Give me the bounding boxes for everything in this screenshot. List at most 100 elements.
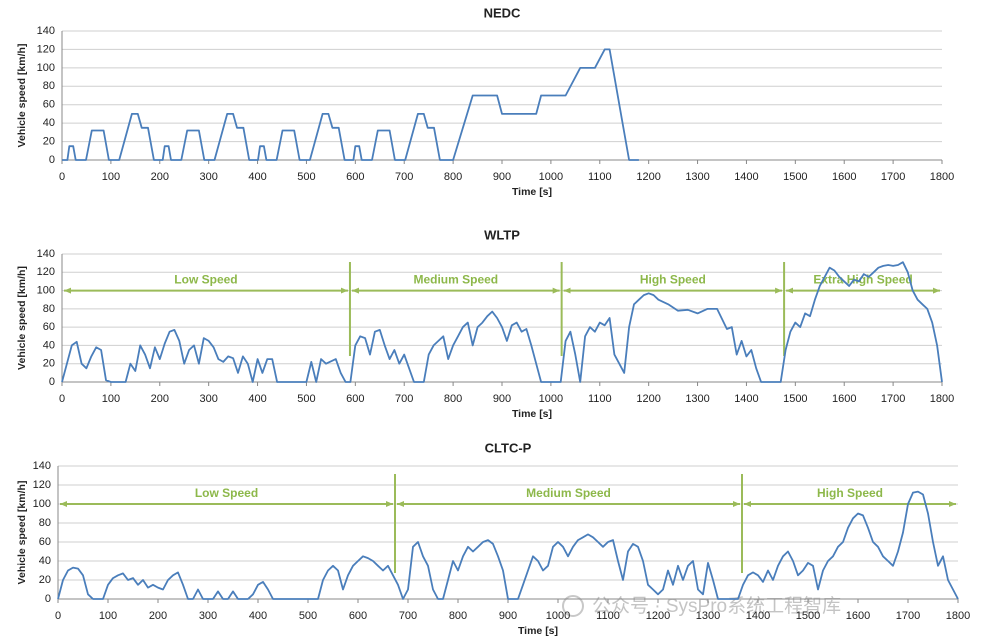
- x-tick-label: 700: [395, 171, 413, 183]
- y-axis-label: Vehicle speed [km/h]: [16, 266, 28, 370]
- x-tick-label: 1800: [946, 610, 970, 622]
- x-tick-label: 800: [444, 393, 462, 405]
- x-tick-label: 500: [297, 393, 315, 405]
- x-tick-label: 900: [499, 610, 517, 622]
- y-tick-label: 80: [43, 303, 55, 315]
- x-tick-label: 1500: [783, 171, 807, 183]
- phase-label: Medium Speed: [413, 273, 498, 287]
- y-tick-label: 40: [39, 555, 51, 567]
- x-tick-label: 1000: [539, 393, 563, 405]
- y-axis-label: Vehicle speed [km/h]: [16, 44, 28, 148]
- x-tick-label: 100: [102, 171, 120, 183]
- x-tick-label: 1300: [685, 393, 709, 405]
- chart-title: WLTP: [484, 227, 520, 242]
- x-tick-label: 300: [199, 393, 217, 405]
- x-tick-label: 900: [493, 393, 511, 405]
- y-tick-label: 60: [43, 321, 55, 333]
- y-tick-label: 140: [33, 460, 51, 472]
- x-tick-label: 1800: [930, 171, 954, 183]
- x-tick-label: 1700: [881, 393, 905, 405]
- phase-label: High Speed: [640, 273, 706, 287]
- phase-label: Low Speed: [195, 486, 258, 500]
- y-tick-label: 40: [43, 339, 55, 351]
- x-tick-label: 0: [59, 171, 65, 183]
- x-tick-label: 1500: [783, 393, 807, 405]
- x-tick-label: 800: [444, 171, 462, 183]
- x-tick-label: 500: [297, 171, 315, 183]
- y-tick-label: 140: [37, 25, 55, 37]
- x-tick-label: 0: [59, 393, 65, 405]
- x-tick-label: 300: [199, 610, 217, 622]
- x-tick-label: 900: [493, 171, 511, 183]
- x-tick-label: 1300: [685, 171, 709, 183]
- y-axis-label: Vehicle speed [km/h]: [16, 481, 28, 585]
- x-tick-label: 700: [395, 393, 413, 405]
- y-tick-label: 120: [33, 479, 51, 491]
- y-tick-label: 120: [37, 266, 55, 278]
- y-tick-label: 100: [37, 284, 55, 296]
- x-tick-label: 400: [248, 171, 266, 183]
- y-tick-label: 0: [45, 593, 51, 605]
- watermark: 公众号 · SysPro系统工程智库: [592, 595, 841, 617]
- x-tick-label: 1000: [539, 171, 563, 183]
- x-tick-label: 1600: [832, 171, 856, 183]
- phase-label: Medium Speed: [526, 486, 611, 500]
- x-tick-label: 500: [299, 610, 317, 622]
- x-tick-label: 1700: [896, 610, 920, 622]
- phase-label: Low Speed: [174, 273, 237, 287]
- y-tick-label: 40: [43, 117, 55, 129]
- x-tick-label: 200: [149, 610, 167, 622]
- y-tick-label: 80: [39, 517, 51, 529]
- x-tick-label: 1100: [588, 393, 612, 405]
- x-tick-label: 600: [346, 171, 364, 183]
- y-tick-label: 60: [39, 536, 51, 548]
- y-tick-label: 100: [37, 62, 55, 74]
- x-tick-label: 1000: [546, 610, 570, 622]
- y-tick-label: 60: [43, 99, 55, 111]
- x-tick-label: 300: [199, 171, 217, 183]
- y-tick-label: 80: [43, 80, 55, 92]
- x-tick-label: 1200: [646, 610, 670, 622]
- x-tick-label: 200: [151, 393, 169, 405]
- x-tick-label: 1200: [636, 393, 660, 405]
- y-tick-label: 0: [49, 376, 55, 388]
- y-tick-label: 20: [39, 574, 51, 586]
- y-tick-label: 20: [43, 135, 55, 147]
- x-tick-label: 1100: [596, 610, 620, 622]
- x-tick-label: 0: [55, 610, 61, 622]
- x-tick-label: 1500: [796, 610, 820, 622]
- x-tick-label: 1100: [588, 171, 612, 183]
- x-tick-label: 1300: [696, 610, 720, 622]
- x-axis-label: Time [s]: [512, 186, 552, 198]
- y-tick-label: 0: [49, 154, 55, 166]
- x-tick-label: 800: [449, 610, 467, 622]
- speed-line: [62, 48, 639, 161]
- x-tick-label: 1600: [846, 610, 870, 622]
- x-tick-label: 100: [102, 393, 120, 405]
- phase-label: High Speed: [817, 486, 883, 500]
- x-tick-label: 700: [399, 610, 417, 622]
- watermark-icon: [562, 595, 584, 617]
- x-tick-label: 1400: [734, 393, 758, 405]
- x-tick-label: 1400: [734, 171, 758, 183]
- x-tick-label: 1700: [881, 171, 905, 183]
- x-tick-label: 400: [249, 610, 267, 622]
- x-tick-label: 1800: [930, 393, 954, 405]
- x-tick-label: 600: [346, 393, 364, 405]
- x-axis-label: Time [s]: [518, 625, 558, 637]
- chart-title: NEDC: [484, 5, 521, 20]
- speed-line: [57, 490, 959, 600]
- x-tick-label: 600: [349, 610, 367, 622]
- x-tick-label: 100: [99, 610, 117, 622]
- x-tick-label: 1600: [832, 393, 856, 405]
- y-tick-label: 120: [37, 43, 55, 55]
- x-tick-label: 1200: [636, 171, 660, 183]
- chart-title: CLTC-P: [485, 440, 532, 455]
- x-tick-label: 1400: [746, 610, 770, 622]
- x-axis-label: Time [s]: [512, 408, 552, 420]
- x-tick-label: 200: [151, 171, 169, 183]
- speed-line: [61, 261, 943, 383]
- x-tick-label: 400: [248, 393, 266, 405]
- y-tick-label: 100: [33, 498, 51, 510]
